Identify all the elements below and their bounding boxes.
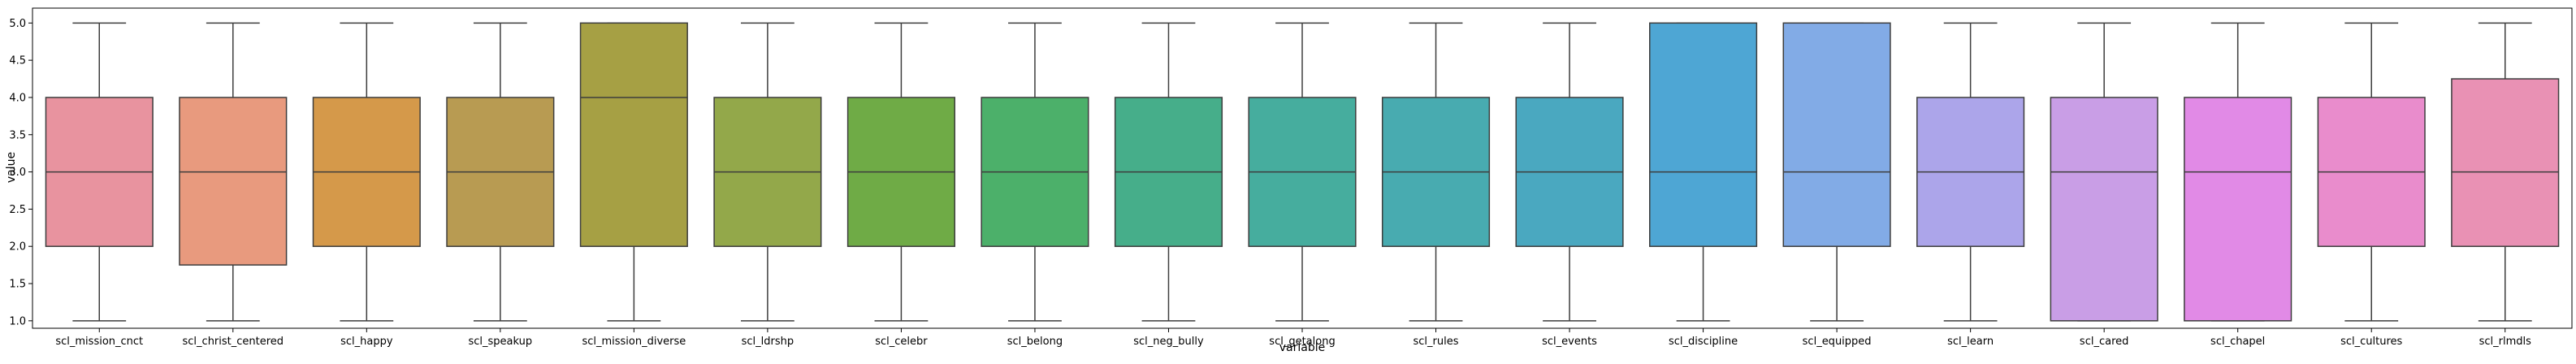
x-tick-label: scl_celebr [875, 336, 928, 348]
box-scl_learn [1916, 22, 2025, 322]
y-axis-title: value [5, 152, 18, 183]
x-tick-label: scl_chapel [2210, 336, 2265, 348]
box-scl_celebr [846, 22, 955, 322]
box-scl_mission_diverse [579, 22, 688, 322]
x-axis: scl_mission_cnct scl_christ_centered scl_h… [55, 328, 2531, 348]
box-scl_equipped [1782, 22, 1891, 322]
iqr-box [179, 97, 288, 266]
x-tick-label: scl_neg_bully [1133, 336, 1204, 348]
box-scl_cultures [2317, 22, 2426, 322]
x-axis-title: variable [1279, 341, 1325, 354]
y-tick-label: 3.5 [9, 129, 26, 141]
box-scl_christ_centered [179, 22, 288, 322]
box-scl_rlmdls [2451, 22, 2560, 322]
x-tick-label: scl_rlmdls [2479, 336, 2532, 348]
box-scl_happy [312, 22, 421, 322]
x-tick-label: scl_speakup [469, 336, 533, 348]
x-tick-label: scl_christ_centered [183, 336, 284, 348]
y-tick-label: 4.5 [9, 55, 26, 67]
y-tick-label: 2.5 [9, 204, 26, 216]
y-tick-label: 2.0 [9, 241, 26, 254]
box-scl_discipline [1649, 22, 1758, 322]
box-scl_ldrshp [713, 22, 822, 322]
box-scl_getalong [1248, 22, 1357, 322]
x-tick-label: scl_equipped [1803, 336, 1872, 348]
iqr-box [2184, 97, 2292, 322]
box-scl_chapel [2184, 22, 2292, 322]
y-tick-label: 5.0 [9, 18, 26, 30]
x-tick-label: scl_getalong [1269, 336, 1335, 348]
box-scl_rules [1381, 22, 1491, 322]
x-tick-label: scl_cared [2080, 336, 2128, 348]
x-tick-label: scl_ldrshp [742, 336, 794, 348]
x-tick-label: scl_discipline [1669, 336, 1738, 348]
iqr-box [579, 22, 688, 247]
x-tick-label: scl_cultures [2340, 336, 2402, 348]
box-scl_mission_cnct [45, 22, 154, 322]
y-tick-label: 4.0 [9, 92, 26, 104]
x-tick-label: scl_learn [1947, 336, 1994, 348]
box-scl_speakup [446, 22, 555, 322]
box-scl_cared [2050, 22, 2158, 322]
x-tick-label: scl_mission_cnct [55, 336, 143, 348]
iqr-box [1649, 22, 1758, 247]
y-axis: 1.0 1.5 2.0 2.5 3.0 3.5 4.0 4.5 5.0 [9, 18, 32, 327]
plot-area [32, 7, 2573, 329]
iqr-box [1782, 22, 1891, 247]
box-scl_neg_bully [1114, 22, 1223, 322]
x-tick-label: scl_events [1542, 336, 1597, 348]
box-scl_belong [981, 22, 1089, 322]
y-tick-label: 1.0 [9, 315, 26, 327]
x-tick-label: scl_rules [1414, 336, 1459, 348]
box-scl_events [1515, 22, 1624, 322]
y-tick-label: 3.0 [9, 167, 26, 179]
iqr-box [2050, 97, 2158, 322]
x-tick-label: scl_mission_diverse [582, 336, 686, 348]
iqr-box [2451, 78, 2560, 247]
y-tick-label: 1.5 [9, 279, 26, 291]
x-tick-label: scl_happy [340, 336, 393, 348]
x-tick-label: scl_belong [1007, 336, 1063, 348]
